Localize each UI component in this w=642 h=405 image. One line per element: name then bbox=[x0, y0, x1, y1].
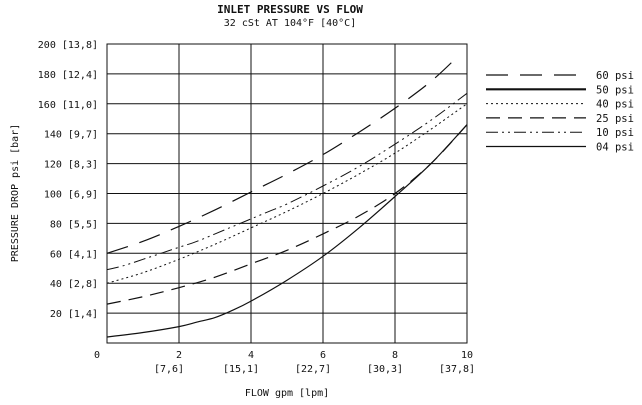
series-line bbox=[106, 124, 468, 338]
x-axis-ticks: 0 2 [7,6] 4 [15,1] 6 [22,7] 8 [30,3] 10 [37,8] bbox=[94, 350, 475, 375]
y-tick-label: 160 [11,0] bbox=[38, 100, 98, 111]
legend-label: 25 psi bbox=[596, 113, 634, 125]
chart-title: INLET PRESSURE VS FLOW bbox=[217, 3, 363, 16]
legend-label: 60 psi bbox=[596, 70, 634, 82]
y-tick-label: 140 [9,7] bbox=[44, 130, 98, 141]
x-tick-label: 0 bbox=[94, 350, 100, 361]
x-tick-sublabel: [37,8] bbox=[439, 364, 475, 375]
x-tick-label: 8 bbox=[392, 350, 398, 361]
x-tick-label: 6 bbox=[320, 350, 326, 361]
y-tick-label: 60 [4,1] bbox=[50, 249, 98, 260]
x-tick-sublabel: [22,7] bbox=[295, 364, 331, 375]
plot-frame bbox=[106, 43, 468, 344]
legend-label: 10 psi bbox=[596, 127, 634, 139]
y-tick-label: 40 [2,8] bbox=[50, 279, 98, 290]
y-tick-label: 80 [5,5] bbox=[50, 219, 98, 230]
x-tick-label: 10 bbox=[461, 350, 473, 361]
x-tick-sublabel: [7,6] bbox=[154, 364, 184, 375]
legend-label: 04 psi bbox=[596, 142, 634, 154]
series-line bbox=[106, 124, 468, 305]
legend: 60 psi 50 psi 40 psi 25 psi 10 psi 04 psi bbox=[486, 70, 634, 154]
series-line bbox=[106, 92, 468, 271]
y-axis-label: PRESSURE DROP psi [bar] bbox=[10, 124, 21, 262]
x-tick-label: 2 bbox=[176, 350, 182, 361]
y-tick-label: 200 [13,8] bbox=[38, 40, 98, 51]
y-tick-label: 100 [6,9] bbox=[44, 190, 98, 201]
x-tick-label: 4 bbox=[248, 350, 254, 361]
x-tick-sublabel: [30,3] bbox=[367, 364, 403, 375]
y-tick-label: 120 [8,3] bbox=[44, 160, 98, 171]
y-tick-label: 180 [12,4] bbox=[38, 70, 98, 81]
x-axis-label: FLOW gpm [lpm] bbox=[245, 388, 329, 399]
legend-label: 40 psi bbox=[596, 99, 634, 111]
chart-subtitle: 32 cSt AT 104°F [40°C] bbox=[224, 18, 356, 29]
y-tick-label: 20 [1,4] bbox=[50, 309, 98, 320]
y-axis-ticks: 20 [1,4] 40 [2,8] 60 [4,1] 80 [5,5] 100 [6,9… bbox=[38, 40, 98, 320]
grid bbox=[107, 44, 467, 343]
series-lines bbox=[106, 54, 468, 338]
x-tick-sublabel: [15,1] bbox=[223, 364, 259, 375]
legend-label: 50 psi bbox=[596, 84, 634, 96]
